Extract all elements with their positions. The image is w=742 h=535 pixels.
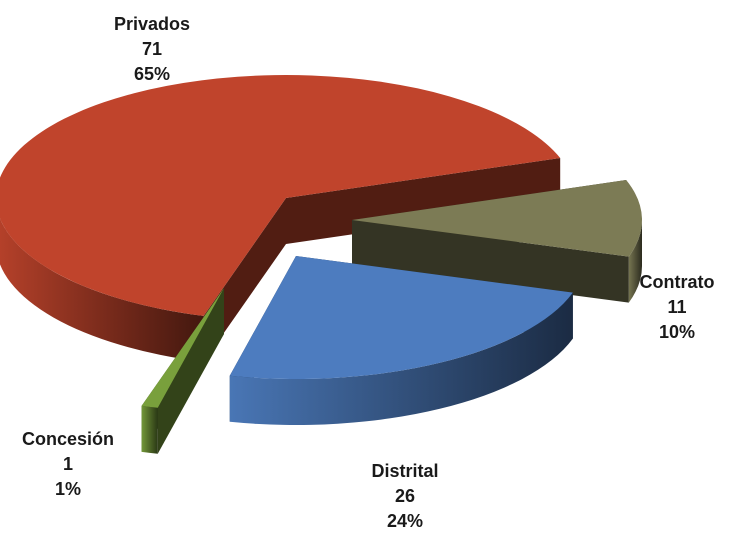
slice-contrato [352, 179, 642, 303]
slice-label-value: 71 [141, 39, 163, 59]
slice-top-face [0, 75, 561, 316]
slice-top-face [352, 179, 642, 257]
slice-distrital [229, 256, 573, 426]
slice-label-value: 11 [667, 297, 687, 317]
slice-label-contrato: Contrato 11 10% [612, 270, 742, 345]
slice-cut-face [141, 288, 224, 452]
slice-top-face [141, 288, 224, 408]
slice-top-face [229, 256, 573, 379]
slice-label-percent: 65% [133, 64, 171, 84]
slice-label-concesion: Concesión 1 1% [0, 427, 136, 502]
slice-cut-face [203, 198, 286, 362]
slice-side-wall [628, 220, 642, 303]
slice-label-privados: Privados 71 65% [87, 12, 217, 87]
slice-label-name: Privados [113, 14, 191, 34]
slice-side-wall [0, 218, 204, 362]
slice-label-percent: 24% [386, 511, 424, 531]
slice-concesion [141, 288, 224, 454]
slice-label-name: Distrital [371, 461, 439, 481]
slice-label-name: Concesión [21, 429, 114, 449]
slice-side-wall [229, 292, 573, 426]
slice-label-name: Contrato [639, 272, 715, 292]
slice-label-percent: 10% [658, 322, 696, 342]
slice-cut-face [352, 220, 629, 303]
slice-label-percent: 1% [54, 479, 81, 499]
slice-label-value: 26 [394, 486, 416, 506]
slice-label-distrital: Distrital 26 24% [340, 459, 470, 534]
slice-label-value: 1 [62, 454, 73, 474]
slice-side-wall [141, 405, 158, 454]
